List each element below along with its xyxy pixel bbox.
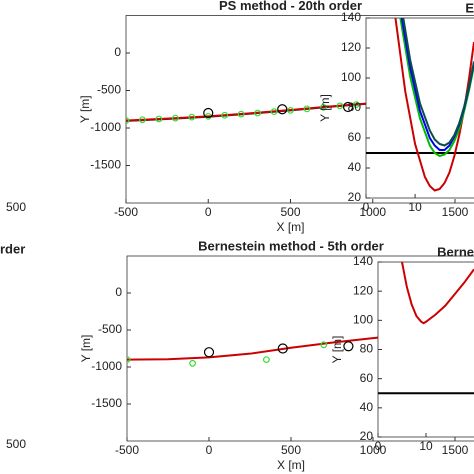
- node: [188, 113, 196, 121]
- x-tick-label: 0: [363, 200, 370, 214]
- y-tick-label: 80: [348, 100, 362, 114]
- obstacle: [277, 343, 288, 354]
- series-layer: [366, 18, 474, 192]
- y-tick-label: 120: [353, 283, 373, 297]
- node: [336, 102, 344, 110]
- node: [303, 105, 311, 113]
- line-teal: [402, 18, 474, 147]
- y-axis-label: Y [m]: [79, 335, 93, 363]
- x-tick-label: 1500: [442, 205, 469, 219]
- x-tick-label: 1000: [359, 205, 386, 219]
- node: [155, 115, 163, 123]
- x-axis-label: X [m]: [276, 220, 304, 234]
- line-red: [401, 262, 474, 325]
- node: [320, 103, 327, 111]
- y-tick-label: 100: [353, 313, 373, 327]
- node: [270, 108, 278, 116]
- x-tick-label: 0: [205, 205, 212, 219]
- x-tick-label: 0: [375, 439, 382, 453]
- x-tick-label: 500: [281, 443, 301, 457]
- x-tick-label: 10: [419, 439, 433, 453]
- y-tick-label: 60: [348, 130, 362, 144]
- y-tick-label: -1500: [91, 396, 122, 410]
- text-fragment: 500: [6, 437, 26, 451]
- chart-title: PS method - 20th order: [219, 0, 362, 13]
- node: [221, 111, 229, 119]
- chart-title: E: [465, 0, 474, 15]
- y-tick-label: 20: [348, 190, 362, 204]
- obstacle: [203, 347, 215, 358]
- node: [287, 106, 294, 114]
- series-layer: [378, 262, 474, 395]
- y-tick-label: 80: [360, 342, 374, 356]
- y-tick-label: 100: [341, 70, 361, 84]
- y-tick-label: -1000: [90, 120, 121, 134]
- y-tick-label: 40: [348, 160, 362, 174]
- x-tick-label: -500: [114, 205, 138, 219]
- x-tick-label: 500: [280, 205, 300, 219]
- y-tick-label: 20: [360, 429, 374, 443]
- node: [171, 114, 179, 122]
- y-axis-label: Y [m]: [318, 94, 332, 122]
- node: [139, 116, 146, 124]
- y-axis-label: Y [m]: [330, 336, 344, 364]
- chart-title: Berne: [437, 244, 474, 259]
- obstacle: [343, 341, 354, 352]
- text-fragment: rder: [0, 241, 25, 256]
- node: [126, 117, 130, 124]
- y-tick-label: 140: [341, 10, 361, 24]
- obstacle: [277, 104, 288, 115]
- x-tick-label: 0: [206, 443, 213, 457]
- y-tick-label: 0: [115, 285, 122, 299]
- y-tick-label: -500: [97, 83, 121, 97]
- text-fragment: 500: [6, 200, 26, 214]
- node: [263, 356, 270, 364]
- y-tick-label: 120: [341, 40, 361, 54]
- x-tick-label: 10: [408, 200, 422, 214]
- y-tick-label: 40: [360, 400, 374, 414]
- node: [189, 359, 197, 367]
- y-tick-label: -1500: [90, 158, 121, 172]
- y-tick-label: 140: [353, 254, 373, 268]
- node: [352, 101, 360, 108]
- x-axis-label: X [m]: [277, 458, 305, 472]
- y-tick-label: 60: [360, 371, 374, 385]
- x-tick-label: -500: [115, 443, 139, 457]
- node: [237, 110, 245, 118]
- y-tick-label: 0: [114, 45, 121, 59]
- node: [320, 341, 328, 349]
- obstacle: [342, 101, 354, 113]
- chart-title: Bernestein method - 5th order: [198, 238, 384, 253]
- y-tick-label: -1000: [91, 359, 122, 373]
- node: [127, 356, 131, 363]
- x-tick-label: 1500: [442, 443, 469, 457]
- y-tick-label: -500: [98, 322, 122, 336]
- x-tick-label: 1000: [360, 443, 387, 457]
- node: [254, 109, 262, 117]
- obstacle: [203, 107, 214, 119]
- y-axis-label: Y [m]: [78, 95, 92, 123]
